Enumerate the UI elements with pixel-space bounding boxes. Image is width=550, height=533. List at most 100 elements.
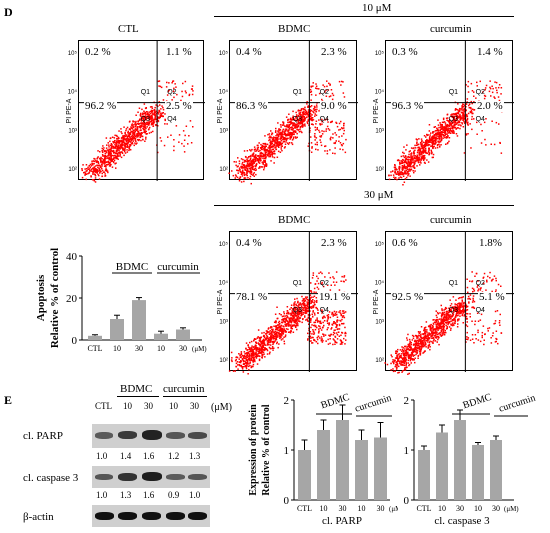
scatter-dot <box>310 93 313 96</box>
scatter-dot <box>410 154 412 157</box>
scatter-dot <box>419 155 421 157</box>
scatter-dot <box>265 151 268 153</box>
scatter-dot <box>448 321 451 323</box>
scatter-dot <box>306 101 308 103</box>
scatter-dot <box>290 326 293 329</box>
scatter-dot <box>325 95 328 97</box>
scatter-dot <box>286 310 289 312</box>
scatter-dot <box>116 147 119 149</box>
scatter-dot <box>246 167 249 170</box>
scatter-dot <box>318 110 320 112</box>
scatter-dot <box>254 353 256 355</box>
scatter-dot <box>428 334 430 336</box>
scatter-dot <box>134 137 137 140</box>
scatter-dot <box>443 311 446 314</box>
scatter-dot <box>234 177 236 179</box>
scatter-dot <box>458 109 461 112</box>
scatter-dot <box>282 122 285 125</box>
scatter-dot <box>89 166 91 169</box>
scatter-dot <box>407 158 409 161</box>
scatter-dot <box>124 152 127 154</box>
scatter-dot <box>290 314 292 317</box>
scatter-dot <box>286 315 289 318</box>
quad-q1: 0.4 % <box>235 46 263 58</box>
scatter-dot <box>399 163 401 165</box>
scatter-dot <box>151 118 153 121</box>
scatter-dot <box>130 135 133 138</box>
scatter-dot <box>283 311 285 313</box>
scatter-dot <box>272 140 274 142</box>
scatter-dot <box>292 317 295 319</box>
scatter-dot <box>160 108 162 110</box>
scatter-dot <box>443 323 445 325</box>
scatter-dot <box>435 330 437 333</box>
scatter-dot <box>252 173 255 175</box>
scatter-dot <box>271 333 273 335</box>
scatter-dot <box>267 327 270 329</box>
scatter-dot <box>452 122 454 124</box>
scatter-dot <box>275 338 277 341</box>
scatter-dot <box>311 114 313 116</box>
scatter-dot <box>435 141 437 144</box>
scatter-dot <box>84 174 86 176</box>
scatter-dot <box>96 164 98 167</box>
scatter-dot <box>449 119 451 121</box>
scatter-dot <box>294 315 297 317</box>
scatter-dot <box>302 304 305 306</box>
scatter-dot <box>271 154 273 156</box>
scatter-dot <box>396 365 398 367</box>
scatter-dot <box>93 157 95 160</box>
scatter-dot <box>141 125 143 127</box>
scatter-dot <box>434 126 436 128</box>
quad-q3: 86.3 % <box>235 100 269 112</box>
scatter-dot <box>287 121 289 124</box>
scatter-dot <box>329 95 332 97</box>
gate-label: Q4 <box>167 116 176 123</box>
scatter-dot <box>402 175 405 177</box>
scatter-dot <box>228 172 230 174</box>
scatter-dot <box>256 149 258 151</box>
scatter-dot <box>248 358 251 361</box>
scatter-dot <box>104 149 106 152</box>
scatter-dot <box>309 91 312 93</box>
scatter-dot <box>317 288 320 290</box>
scatter-dot <box>255 355 257 357</box>
scatter-dot <box>273 162 275 164</box>
scatter-dot <box>94 160 97 162</box>
scatter-dot <box>146 126 148 128</box>
scatter-dot <box>298 112 301 115</box>
scatter-dot <box>408 363 411 366</box>
scatter-dot <box>250 349 252 351</box>
scatter-dot <box>336 324 339 326</box>
scatter-dot <box>445 128 447 130</box>
scatter-dot <box>462 119 464 121</box>
scatter-dot <box>91 168 94 170</box>
scatter-dot <box>416 345 419 347</box>
scatter-dot <box>405 156 407 158</box>
scatter-dot <box>423 336 425 338</box>
scatter-dot <box>414 156 416 159</box>
scatter-dot <box>96 171 99 173</box>
scatter-dot <box>335 326 338 328</box>
scatter-dot <box>424 145 427 148</box>
scatter-dot <box>278 327 280 329</box>
scatter-dot <box>97 173 99 176</box>
scatter-dot <box>398 357 400 360</box>
scatter-dot <box>431 138 433 141</box>
scatter-dot <box>304 315 306 317</box>
scatter-dot <box>266 143 269 146</box>
scatter-dot <box>274 330 276 332</box>
scatter-dot <box>405 362 408 364</box>
scatter-dot <box>337 328 339 330</box>
scatter-dot <box>427 345 430 347</box>
scatter-dot <box>416 347 419 349</box>
scatter-dot <box>457 314 459 317</box>
scatter-dot <box>295 117 297 119</box>
scatter-dot <box>466 118 469 121</box>
scatter-dot <box>332 322 335 325</box>
scatter-dot <box>450 130 453 132</box>
scatter-dot <box>395 361 397 364</box>
scatter-dot <box>467 91 470 93</box>
scatter-dot <box>283 131 285 133</box>
scatter-dot <box>462 111 464 113</box>
